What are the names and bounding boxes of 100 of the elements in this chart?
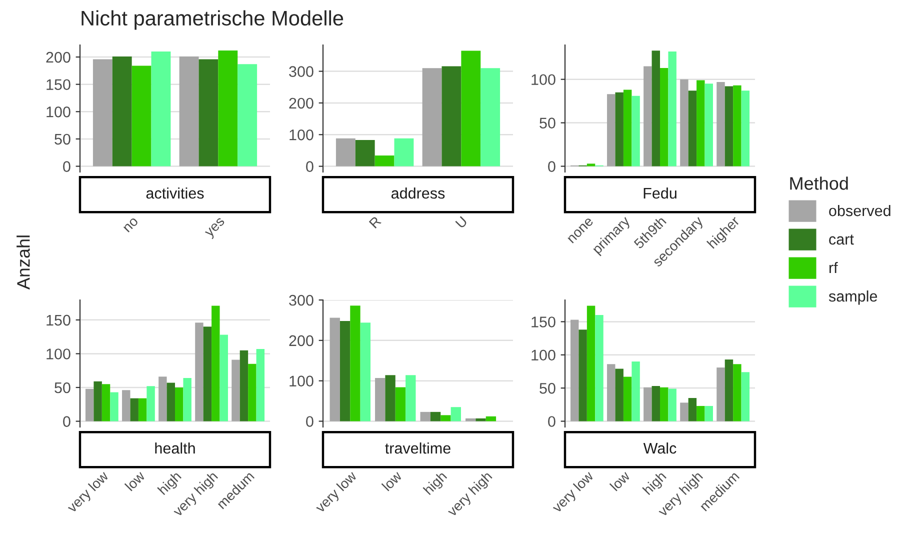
x-tick-label: low xyxy=(609,470,631,492)
bar xyxy=(486,416,496,422)
bar xyxy=(724,360,734,422)
bar xyxy=(442,66,462,166)
bar xyxy=(615,368,624,422)
bar xyxy=(688,398,697,422)
y-tick-label: 50 xyxy=(54,134,70,145)
bar xyxy=(330,318,340,422)
y-tick-label: 200 xyxy=(289,98,314,109)
bar xyxy=(595,315,604,422)
bar xyxy=(480,68,500,166)
x-axis-title: traveltime xyxy=(385,442,450,454)
x-tick-label: very low xyxy=(314,470,360,516)
bar xyxy=(92,59,112,166)
bar xyxy=(395,387,406,422)
bar xyxy=(198,59,218,166)
bar xyxy=(644,387,652,422)
bar xyxy=(151,52,171,166)
bar xyxy=(183,378,192,422)
bar xyxy=(623,90,632,166)
legend-title: Method xyxy=(790,176,848,190)
x-axis-title: health xyxy=(155,442,195,454)
bar xyxy=(623,376,632,422)
bar xyxy=(360,322,370,422)
y-tick-label: 0 xyxy=(548,416,556,427)
bar xyxy=(138,398,147,422)
bar xyxy=(680,402,688,422)
bar xyxy=(374,156,394,166)
y-tick-label: 200 xyxy=(46,52,70,63)
x-tick-label: high xyxy=(642,470,669,498)
x-axis-title: address xyxy=(391,187,445,199)
bar xyxy=(696,406,705,422)
bar xyxy=(476,418,486,422)
bar xyxy=(668,52,676,166)
bar xyxy=(430,412,441,422)
bar xyxy=(450,407,461,422)
bar xyxy=(130,398,138,422)
bar xyxy=(175,387,184,422)
y-tick-label: 150 xyxy=(46,79,70,90)
bar xyxy=(644,66,652,166)
y-tick-label: 50 xyxy=(540,118,556,128)
bar xyxy=(741,372,750,422)
y-tick-label: 100 xyxy=(290,376,314,386)
y-tick-label: 50 xyxy=(54,382,70,394)
bar xyxy=(607,94,616,166)
x-axis-title: activities xyxy=(146,187,204,199)
bar xyxy=(132,66,152,166)
bar xyxy=(220,334,228,422)
bar xyxy=(660,68,668,166)
bar xyxy=(195,322,204,422)
x-tick-label: very low xyxy=(550,470,596,516)
y-axis-title: Anzahl xyxy=(16,236,30,290)
bar xyxy=(461,50,481,166)
bar xyxy=(336,138,356,166)
bar xyxy=(122,390,130,422)
x-tick-label: low xyxy=(124,470,146,492)
x-axis-title: Walc xyxy=(643,442,676,454)
bar xyxy=(110,392,118,422)
bar xyxy=(615,92,624,166)
legend-label: rf xyxy=(829,262,838,274)
bar xyxy=(238,64,258,166)
bar xyxy=(586,164,596,166)
bar xyxy=(704,406,713,422)
bar xyxy=(607,364,616,422)
bar xyxy=(166,382,175,422)
y-tick-label: 100 xyxy=(532,74,556,86)
bar xyxy=(179,56,199,166)
y-tick-label: 0 xyxy=(548,161,556,172)
y-tick-label: 50 xyxy=(540,382,556,394)
bar xyxy=(632,362,640,422)
bar xyxy=(85,388,94,422)
bar xyxy=(716,367,725,422)
y-tick-label: 100 xyxy=(290,129,314,140)
y-tick-label: 100 xyxy=(46,348,70,360)
bar xyxy=(696,80,705,166)
x-tick-label: U xyxy=(455,216,468,229)
bar xyxy=(146,386,155,422)
y-tick-label: 0 xyxy=(306,161,314,172)
bar xyxy=(203,326,212,422)
bar xyxy=(102,384,110,422)
bar xyxy=(440,415,451,422)
bar xyxy=(212,306,220,422)
bar xyxy=(406,375,416,422)
bar xyxy=(158,376,167,422)
bar xyxy=(385,375,396,422)
bar xyxy=(586,306,596,422)
bar xyxy=(660,387,668,422)
bar xyxy=(652,386,660,422)
bar xyxy=(340,321,350,422)
legend-label: cart xyxy=(829,234,854,245)
bar xyxy=(724,86,734,166)
bar xyxy=(256,348,265,422)
y-tick-label: 200 xyxy=(289,335,314,346)
x-tick-label: R xyxy=(368,216,382,228)
legend-label: sample xyxy=(828,290,878,305)
bar xyxy=(240,350,248,422)
x-axis-title: Fedu xyxy=(644,187,676,199)
bar xyxy=(112,56,132,166)
y-tick-label: 0 xyxy=(306,416,314,427)
bar xyxy=(375,378,386,422)
